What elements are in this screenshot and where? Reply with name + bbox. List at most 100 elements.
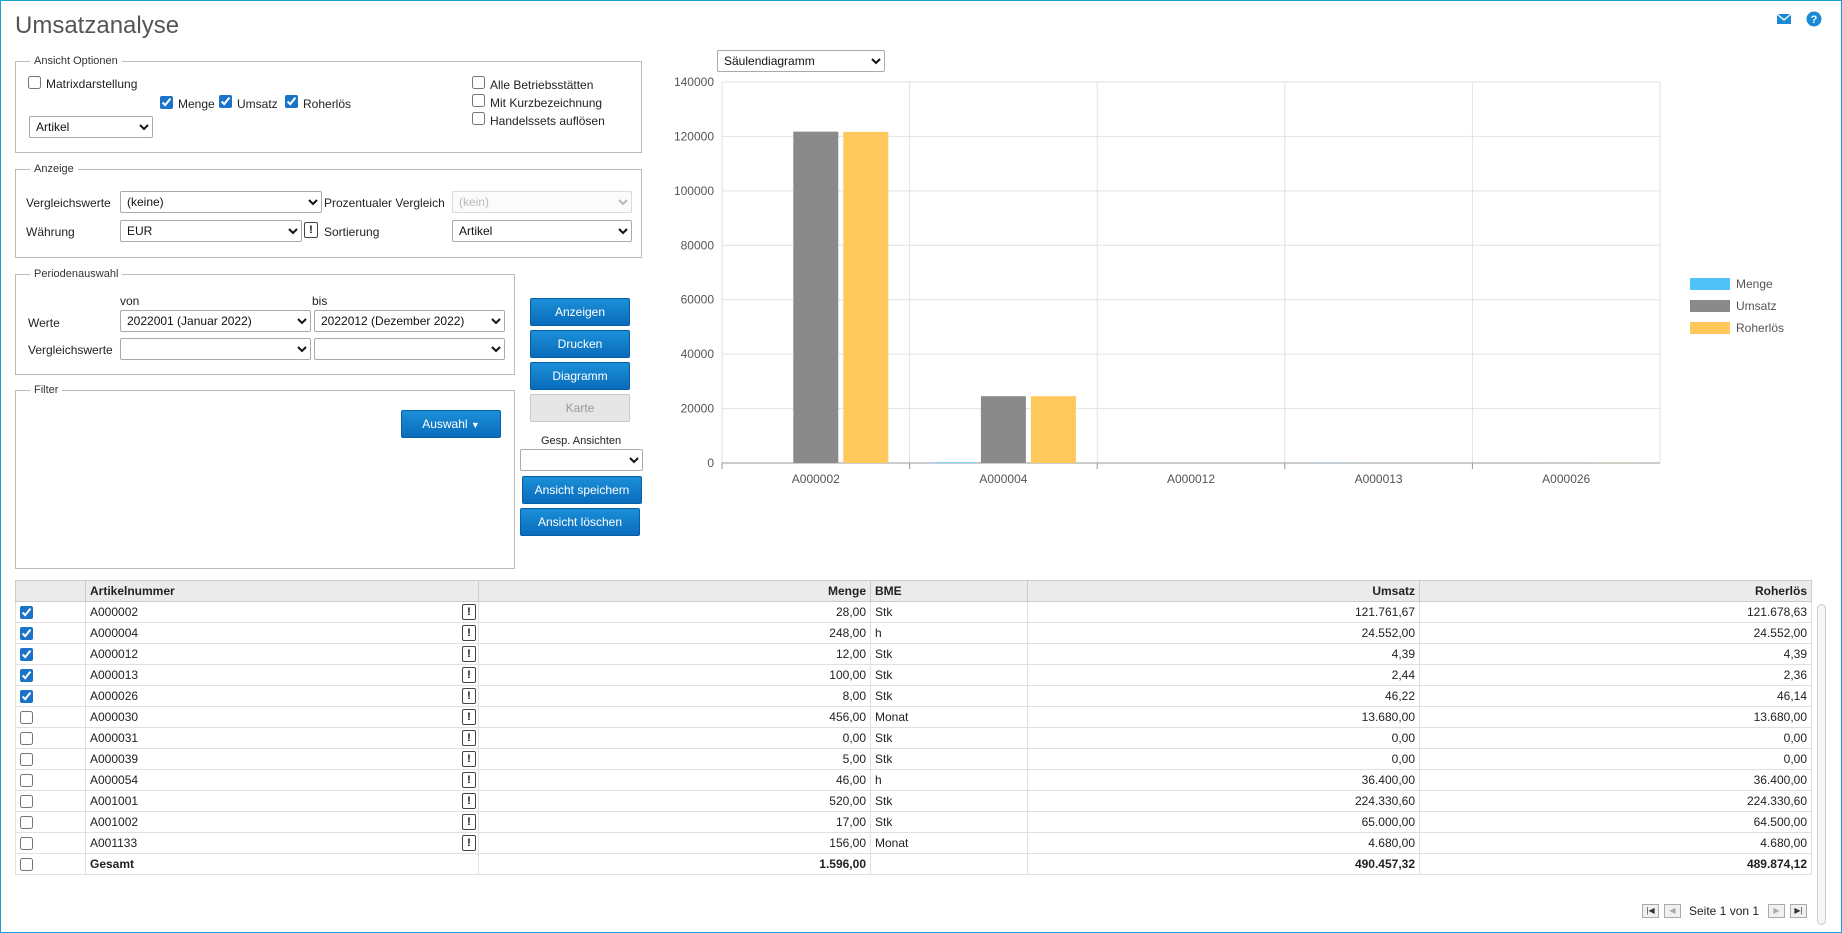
row-info-icon[interactable]: ! [462, 814, 476, 830]
gesp-ansichten-select[interactable] [520, 449, 643, 471]
row-info-icon[interactable]: ! [462, 709, 476, 725]
results-table: Artikelnummer Menge BME Umsatz Roherlös … [15, 580, 1812, 875]
row-info-icon[interactable]: ! [462, 688, 476, 704]
table-row[interactable]: A000002! 28,00 Stk 121.761,67 121.678,63 [15, 601, 1812, 623]
row-info-icon[interactable]: ! [462, 604, 476, 620]
row-checkbox[interactable] [20, 732, 33, 746]
row-info-icon[interactable]: ! [462, 835, 476, 851]
row-checkbox[interactable] [20, 606, 33, 620]
waehrung-info-icon[interactable]: ! [304, 222, 318, 238]
menge-label: Menge [178, 97, 215, 111]
header-roherloes[interactable]: Roherlös [1419, 580, 1812, 602]
legend-swatch [1690, 322, 1730, 334]
table-row[interactable]: A000013! 100,00 Stk 2,44 2,36 [15, 664, 1812, 686]
table-row[interactable]: A000012! 12,00 Stk 4,39 4,39 [15, 643, 1812, 665]
row-checkbox[interactable] [20, 690, 33, 704]
werte-label: Werte [28, 316, 60, 330]
handelssets-checkbox[interactable] [472, 112, 485, 125]
first-page-icon[interactable]: |◀ [1642, 904, 1659, 918]
row-checkbox[interactable] [20, 795, 33, 809]
cell-roherloes: 0,00 [1419, 748, 1812, 770]
roherloes-label: Roherlös [303, 97, 352, 111]
row-checkbox[interactable] [20, 858, 33, 872]
row-checkbox[interactable] [20, 648, 33, 662]
row-checkbox[interactable] [20, 669, 33, 683]
ansicht-loeschen-button[interactable]: Ansicht löschen [520, 508, 640, 536]
ansicht-speichern-button[interactable]: Ansicht speichern [522, 476, 642, 504]
row-info-icon[interactable]: ! [462, 793, 476, 809]
row-info-icon[interactable]: ! [462, 667, 476, 683]
umsatz-checkbox[interactable] [219, 95, 232, 108]
group-by-select[interactable]: Artikel [29, 116, 153, 138]
cell-menge: 28,00 [478, 601, 871, 623]
cell-menge: 1.596,00 [478, 853, 871, 875]
roherloes-checkbox[interactable] [285, 95, 298, 108]
cell-artikelnummer: A000012! [85, 643, 479, 665]
matrix-checkbox[interactable] [28, 76, 41, 89]
alle-betriebsstaetten-checkbox[interactable] [472, 76, 485, 89]
cell-umsatz: 36.400,00 [1027, 769, 1420, 791]
table-row[interactable]: A001133! 156,00 Monat 4.680,00 4.680,00 [15, 832, 1812, 854]
row-info-icon[interactable]: ! [462, 751, 476, 767]
artikelnummer-text: A000054 [90, 773, 139, 787]
cell-menge: 248,00 [478, 622, 871, 644]
waehrung-select[interactable]: EUR [120, 220, 302, 242]
table-row[interactable]: A000004! 248,00 h 24.552,00 24.552,00 [15, 622, 1812, 644]
prev-page-icon[interactable]: ◀ [1664, 904, 1681, 918]
row-checkbox[interactable] [20, 774, 33, 788]
filter-legend: Filter [34, 384, 59, 396]
header-bme[interactable]: BME [870, 580, 1028, 602]
vergleich-label: Vergleichswerte [28, 343, 113, 357]
table-row[interactable]: A000031! 0,00 Stk 0,00 0,00 [15, 727, 1812, 749]
kurzbezeichnung-checkbox[interactable] [472, 94, 485, 107]
chart-type-select[interactable]: Säulendiagramm [717, 50, 885, 72]
last-page-icon[interactable]: ▶| [1790, 904, 1807, 918]
werte-bis-select[interactable]: 2022012 (Dezember 2022) [314, 310, 505, 332]
header-umsatz[interactable]: Umsatz [1027, 580, 1420, 602]
anzeigen-button[interactable]: Anzeigen [530, 298, 630, 326]
mail-icon[interactable] [1776, 12, 1792, 26]
row-info-icon[interactable]: ! [462, 625, 476, 641]
filter-dropdown-icon: ▼ [470, 420, 480, 430]
vergleichswerte-label: Vergleichswerte [26, 196, 111, 210]
row-checkbox[interactable] [20, 837, 33, 851]
bar-roherlös [843, 131, 889, 463]
drucken-button[interactable]: Drucken [530, 330, 630, 358]
vergleichswerte-select[interactable]: (keine) [120, 191, 322, 213]
periode-fieldset: Periodenauswahl [15, 268, 515, 375]
vergleich-bis-select[interactable] [314, 338, 505, 360]
table-row[interactable]: A001002! 17,00 Stk 65.000,00 64.500,00 [15, 811, 1812, 833]
anzeige-fieldset: Anzeige [15, 163, 642, 258]
row-info-icon[interactable]: ! [462, 772, 476, 788]
header-artikelnummer[interactable]: Artikelnummer [85, 580, 479, 602]
table-row[interactable]: A000026! 8,00 Stk 46,22 46,14 [15, 685, 1812, 707]
row-select-cell [15, 853, 86, 875]
table-row[interactable]: A000054! 46,00 h 36.400,00 36.400,00 [15, 769, 1812, 791]
row-select-cell [15, 664, 86, 686]
row-info-icon[interactable]: ! [462, 730, 476, 746]
table-scrollbar[interactable] [1817, 604, 1826, 925]
x-tick-label: A000012 [1167, 472, 1215, 486]
table-row[interactable]: A000030! 456,00 Monat 13.680,00 13.680,00 [15, 706, 1812, 728]
row-checkbox[interactable] [20, 816, 33, 830]
row-checkbox[interactable] [20, 753, 33, 767]
artikelnummer-text: Gesamt [90, 857, 135, 871]
vergleich-von-select[interactable] [120, 338, 311, 360]
row-checkbox[interactable] [20, 711, 33, 725]
menge-checkbox[interactable] [160, 96, 173, 109]
handelssets-label: Handelssets auflösen [490, 114, 605, 128]
sortierung-select[interactable]: Artikel [452, 220, 632, 242]
header-menge[interactable]: Menge [478, 580, 871, 602]
row-checkbox[interactable] [20, 627, 33, 641]
cell-roherloes: 4.680,00 [1419, 832, 1812, 854]
next-page-icon[interactable]: ▶ [1768, 904, 1785, 918]
row-info-icon[interactable]: ! [462, 646, 476, 662]
sortierung-label: Sortierung [324, 225, 380, 239]
table-row[interactable]: A001001! 520,00 Stk 224.330,60 224.330,60 [15, 790, 1812, 812]
table-total-row[interactable]: Gesamt 1.596,00 490.457,32 489.874,12 [15, 853, 1812, 875]
werte-von-select[interactable]: 2022001 (Januar 2022) [120, 310, 311, 332]
diagramm-button[interactable]: Diagramm [530, 362, 630, 390]
table-row[interactable]: A000039! 5,00 Stk 0,00 0,00 [15, 748, 1812, 770]
auswahl-button[interactable]: Auswahl ▼ [401, 410, 501, 438]
help-icon[interactable]: ? [1806, 11, 1822, 27]
